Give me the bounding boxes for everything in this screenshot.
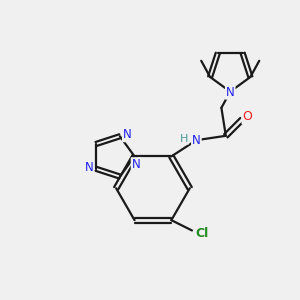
Text: N: N bbox=[85, 161, 93, 174]
Text: H: H bbox=[180, 134, 188, 144]
Text: N: N bbox=[226, 86, 235, 99]
Text: O: O bbox=[242, 110, 252, 123]
Text: Cl: Cl bbox=[196, 227, 209, 240]
Text: N: N bbox=[123, 128, 132, 141]
Text: N: N bbox=[192, 134, 201, 147]
Text: N: N bbox=[132, 158, 140, 171]
